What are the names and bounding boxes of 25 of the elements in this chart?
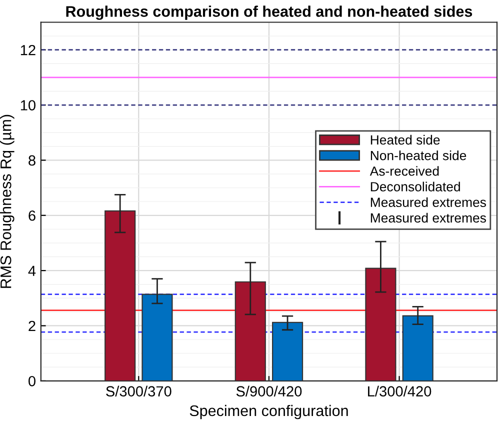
x-tick-label: S/900/420 bbox=[236, 386, 302, 396]
legend-label: Deconsolidated bbox=[370, 182, 460, 192]
bar bbox=[142, 294, 173, 381]
y-tick-label: 10 bbox=[20, 100, 36, 110]
x-axis-title: Specimen configuration bbox=[190, 404, 348, 420]
legend-label: Non-heated side bbox=[370, 150, 466, 160]
legend-label: Heated side bbox=[370, 134, 440, 145]
legend-label: Measured extremes bbox=[370, 197, 486, 208]
legend-label: As-received bbox=[370, 166, 439, 176]
y-tick-label: 2 bbox=[28, 320, 36, 332]
bar bbox=[104, 210, 136, 381]
x-tick-label: L/300/420 bbox=[368, 386, 432, 396]
bar bbox=[234, 281, 266, 381]
bar bbox=[272, 322, 304, 381]
y-axis-title: RMS Roughness Rq (µm) bbox=[0, 114, 14, 288]
annotation: Measured extremes bbox=[370, 212, 486, 223]
y-tick-label: 0 bbox=[28, 376, 36, 386]
y-tick-label: 12 bbox=[20, 44, 36, 56]
bar bbox=[402, 315, 434, 381]
bar bbox=[365, 268, 396, 381]
x-tick-label: S/300/370 bbox=[106, 386, 172, 396]
chart-title: Roughness comparison of heated and non-heated sides bbox=[66, 6, 472, 20]
y-tick-label: 6 bbox=[28, 210, 36, 221]
y-tick-label: 4 bbox=[28, 266, 36, 276]
y-tick-label: 8 bbox=[28, 155, 36, 166]
